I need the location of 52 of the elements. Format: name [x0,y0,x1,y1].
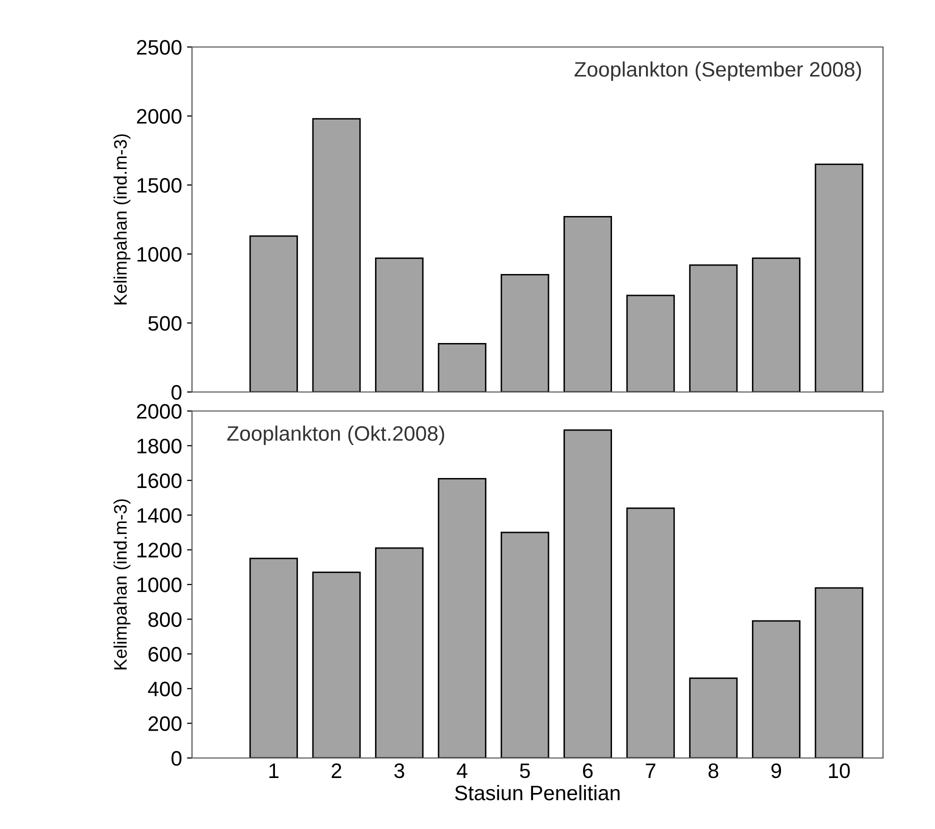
x-tick-label: 8 [708,763,718,778]
x-tick-label: 7 [646,764,656,778]
y-tick-label: 1600 [138,473,182,488]
y-tick-label: 2500 [136,40,182,55]
y-tick-label: 400 [148,682,182,696]
bar [752,257,800,392]
bar [752,620,800,758]
x-tick-label: 6 [583,763,593,778]
bar [689,264,738,392]
bar [249,235,298,392]
y-tick-label: 1000 [138,247,182,262]
x-axis-title: Stasiun Penelitian [455,785,620,800]
x-tick-label: 4 [456,764,468,778]
bar [249,558,298,758]
bar [626,507,675,758]
bar [814,164,864,392]
y-tick-label: 2000 [136,404,182,419]
y-tick-label: 1500 [138,178,182,193]
bar [438,478,486,758]
bar [626,294,675,392]
y-tick-label: 1200 [138,542,182,558]
x-tick-label: 3 [394,763,404,778]
text: Zooplankton (Okt.2008) [227,426,444,445]
bar [375,547,424,758]
bar [814,587,864,758]
x-tick-label: 1 [269,764,278,778]
y-tick-label: 1800 [138,438,182,454]
y-tick-label: 800 [148,612,182,627]
y-axis-title: Kelimpahan (ind.m-3) [114,134,130,304]
bar [564,216,612,392]
x-tick-label: 9 [771,763,782,778]
x-tick-label: 10 [829,763,850,778]
bar [500,532,550,758]
y-tick-label: 1000 [138,578,182,592]
y-tick-label: 500 [148,316,182,331]
y-tick-label: 1400 [138,508,182,523]
bar [375,257,424,392]
y-tick-label: 600 [148,646,182,662]
text: Zooplankton (September 2008) [574,61,861,81]
x-tick-label: 5 [520,764,530,778]
bar [438,343,486,392]
bar [564,429,612,758]
bar [312,572,361,758]
y-tick-label: 2000 [136,109,182,124]
y-tick-label: 0 [172,751,182,766]
x-tick-label: 2 [332,763,342,778]
bar [500,274,550,392]
bar [689,677,738,758]
y-axis-title: Kelimpahan (ind.m-3) [114,499,130,670]
y-tick-label: 0 [172,385,182,400]
y-tick-label: 200 [148,716,182,732]
bar [312,118,361,392]
